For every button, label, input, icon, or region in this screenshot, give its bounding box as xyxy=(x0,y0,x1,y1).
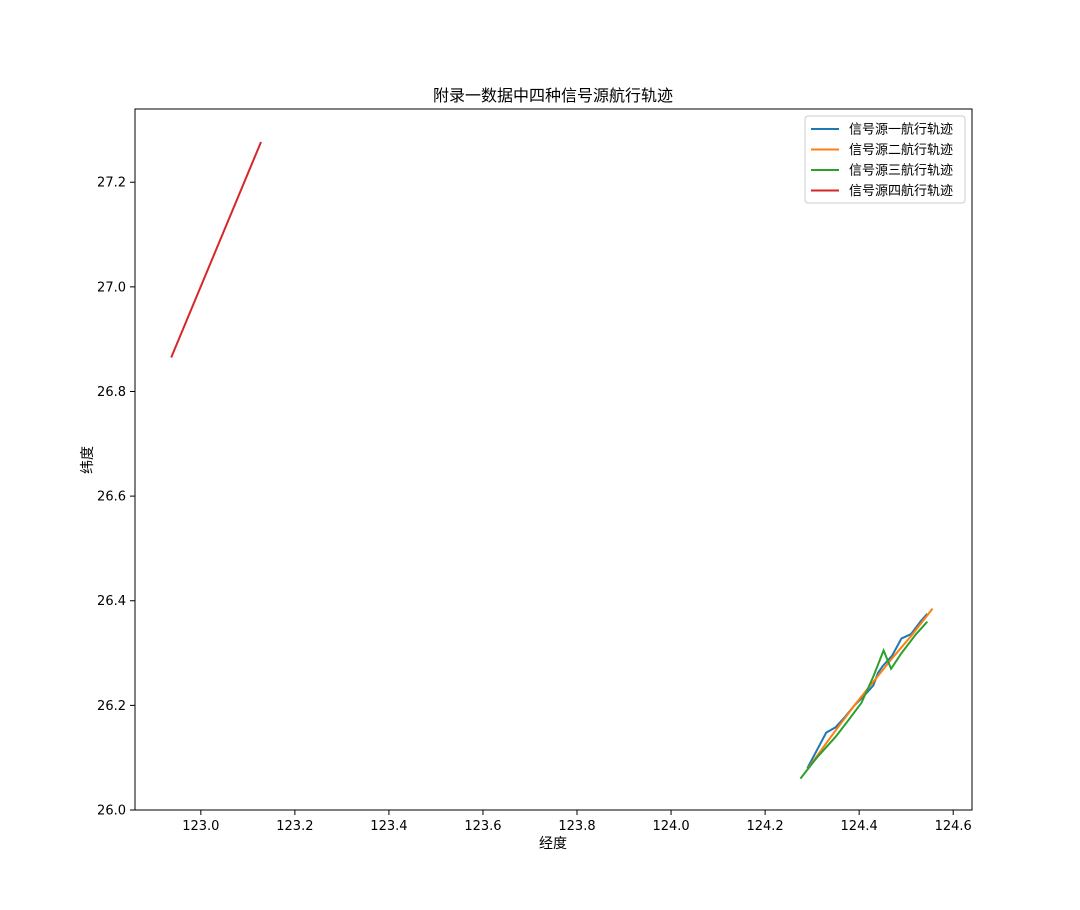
y-tick-label: 26.2 xyxy=(97,699,126,714)
series-line-2 xyxy=(806,607,934,770)
legend-entry-1: 信号源一航行轨迹 xyxy=(849,122,953,138)
plot-frame xyxy=(134,108,973,811)
y-tick-label: 26.8 xyxy=(97,385,126,400)
legend-entry-2: 信号源二航行轨迹 xyxy=(849,142,953,158)
legend-entry-4: 信号源四航行轨迹 xyxy=(849,183,953,199)
y-axis-ticks: 26.0 26.2 26.4 26.6 26.8 27.0 27.2 xyxy=(97,176,135,819)
x-tick-label: 123.2 xyxy=(276,819,313,834)
x-tick-label: 123.8 xyxy=(558,819,595,834)
y-tick-label: 26.4 xyxy=(97,594,126,609)
x-axis-ticks: 123.0 123.2 123.4 123.6 123.8 124.0 124.2 124.4… xyxy=(182,810,972,834)
plot-lines xyxy=(170,141,934,780)
x-tick-label: 123.0 xyxy=(182,819,219,834)
x-tick-label: 124.2 xyxy=(746,819,783,834)
y-tick-label: 27.2 xyxy=(97,176,126,191)
y-tick-label: 26.0 xyxy=(97,804,126,819)
x-tick-label: 124.4 xyxy=(841,819,878,834)
x-tick-label: 124.6 xyxy=(935,819,972,834)
y-tick-label: 26.6 xyxy=(97,490,126,505)
series-line-4 xyxy=(170,141,262,358)
x-tick-label: 123.6 xyxy=(464,819,501,834)
x-tick-label: 123.4 xyxy=(370,819,407,834)
y-tick-label: 27.0 xyxy=(97,280,126,295)
y-axis-label: 纬度 xyxy=(80,446,96,474)
x-tick-label: 124.0 xyxy=(652,819,689,834)
x-axis-label: 经度 xyxy=(539,836,567,852)
legend-entry-3: 信号源三航行轨迹 xyxy=(849,163,953,179)
legend-box xyxy=(804,115,966,204)
series-line-3 xyxy=(799,621,929,780)
chart-title: 附录一数据中四种信号源航行轨迹 xyxy=(433,86,673,105)
